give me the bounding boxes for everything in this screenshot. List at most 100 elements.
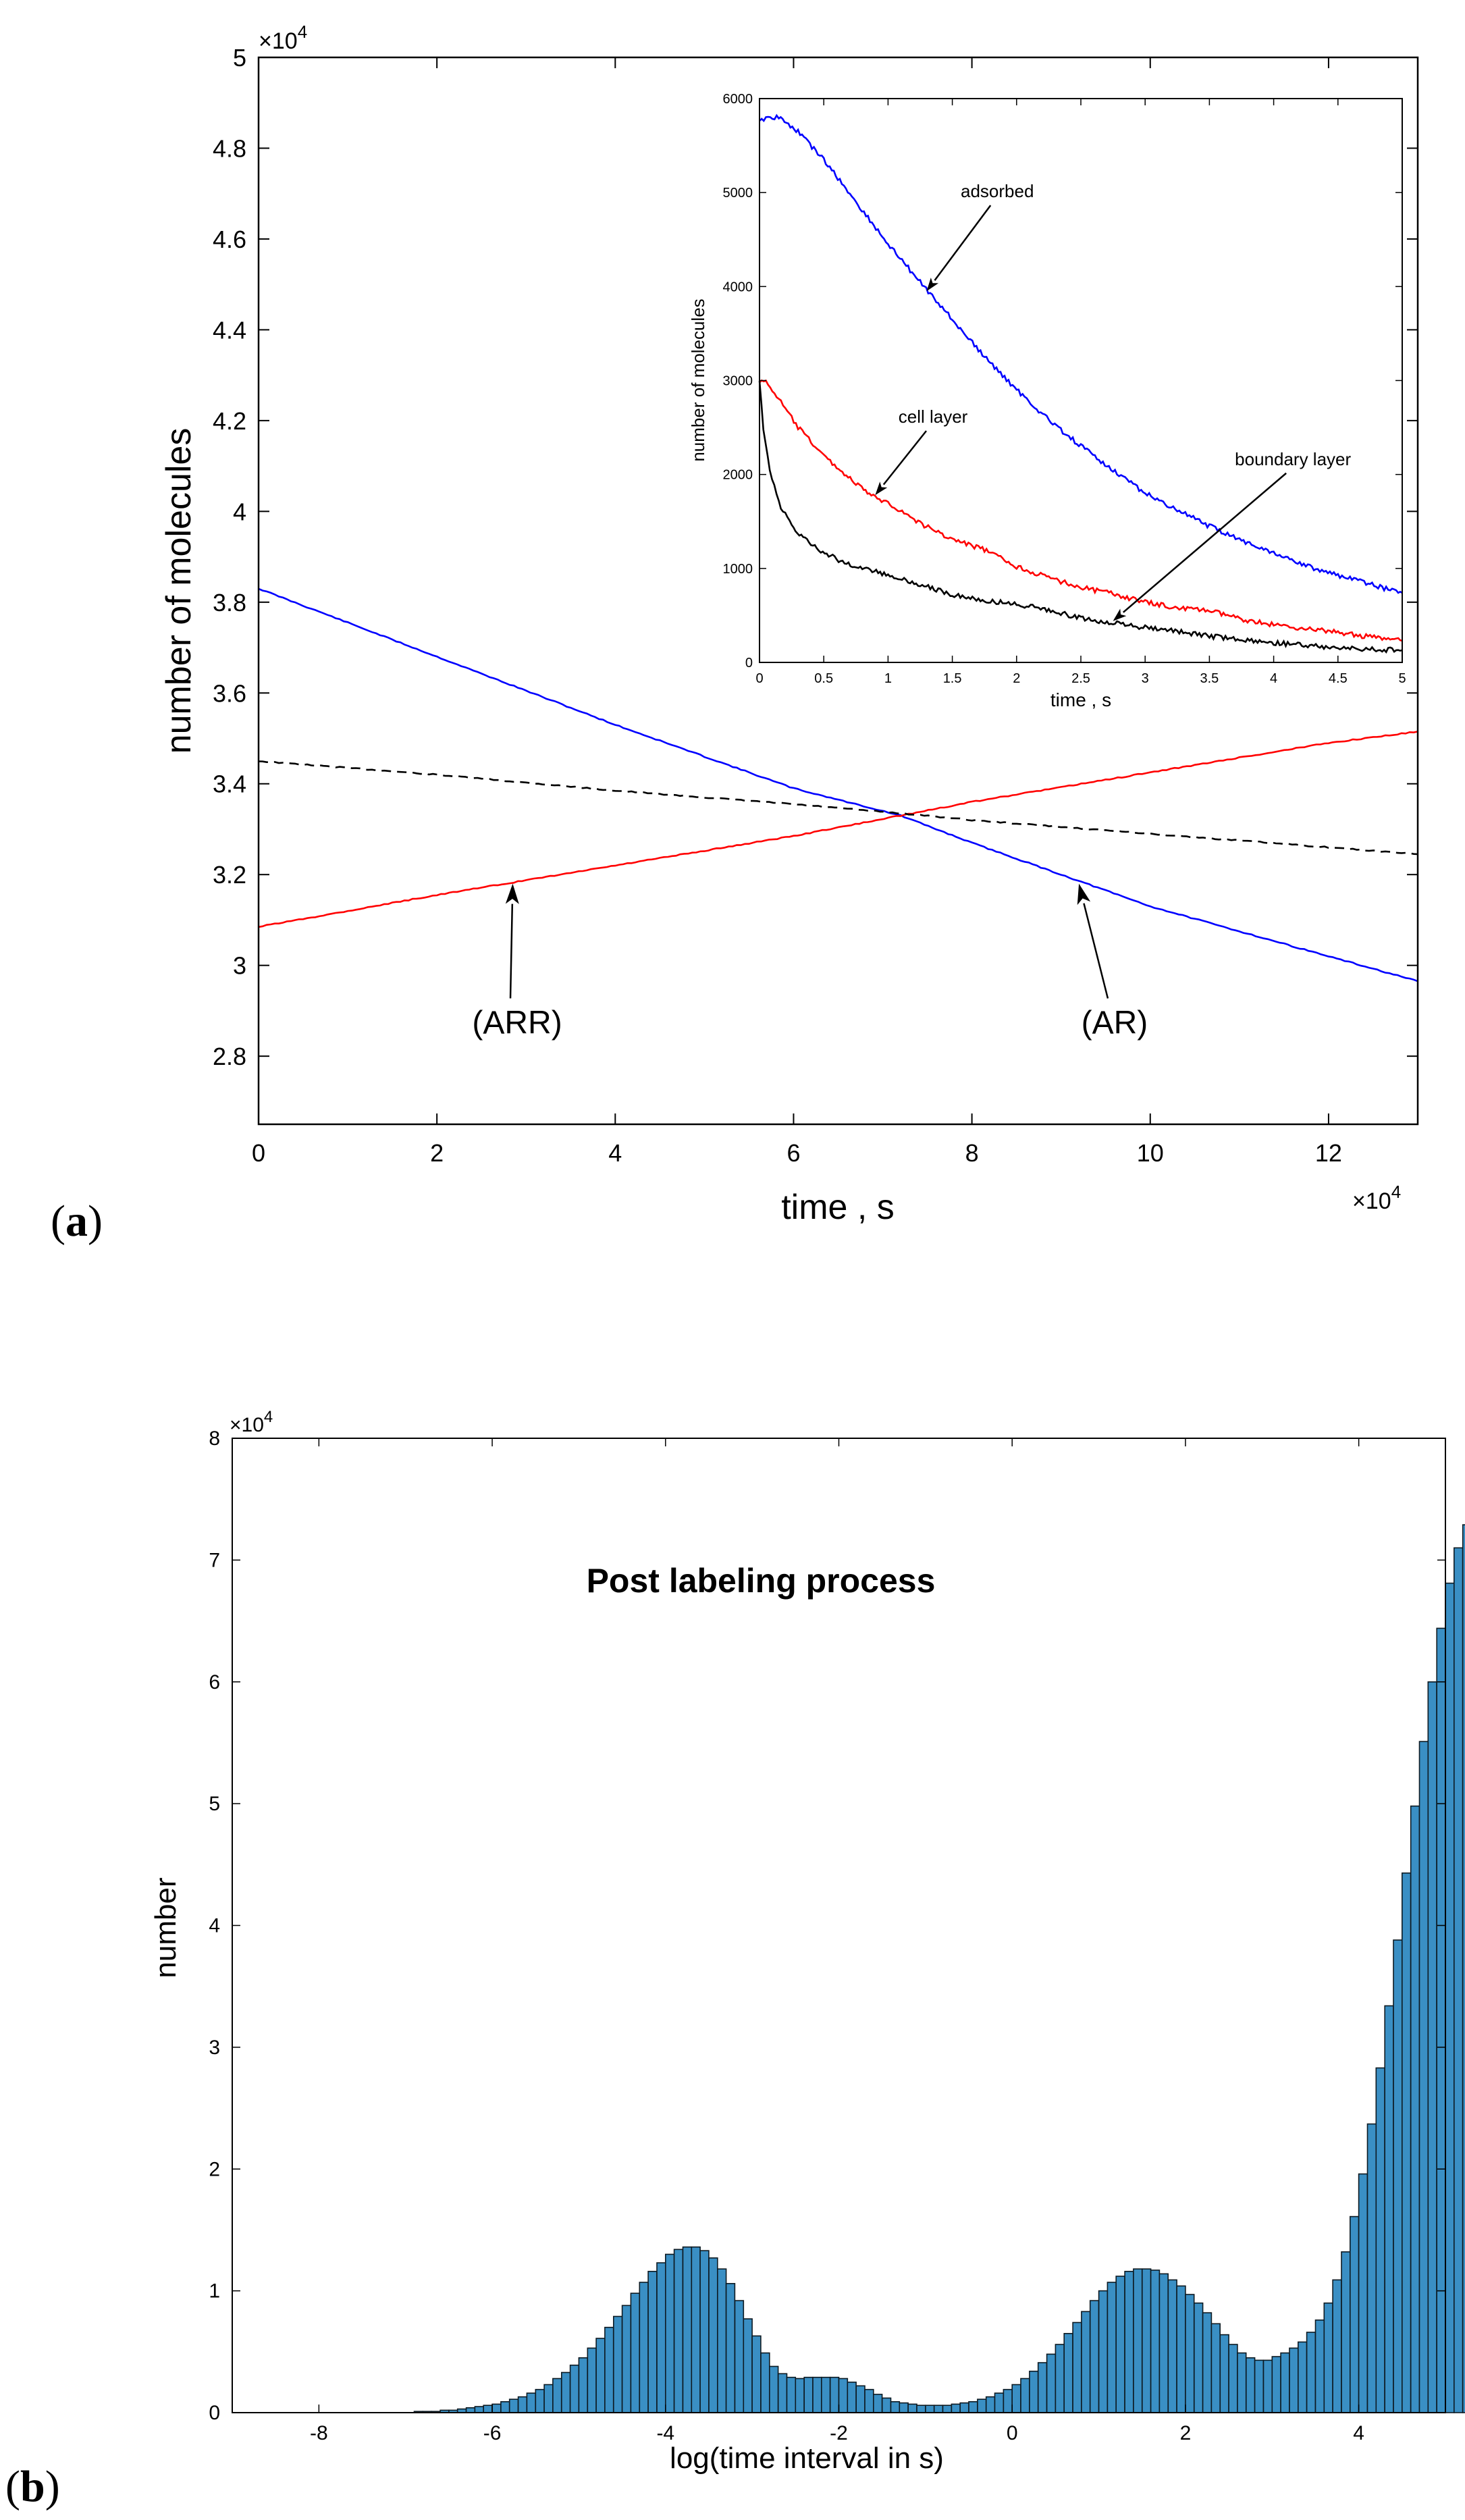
histogram-bar xyxy=(1150,2269,1161,2413)
main-y-tick-label: 4 xyxy=(233,498,246,525)
histogram-bar xyxy=(1142,2268,1152,2413)
histogram-bar xyxy=(951,2403,961,2413)
histogram-bar xyxy=(1037,2362,1048,2413)
inset-background xyxy=(729,94,1394,678)
histogram-bar xyxy=(1393,1939,1403,2413)
main-series-arr xyxy=(258,731,1418,928)
histogram-x-tick-label: -2 xyxy=(830,2422,848,2444)
inset-x-tick-label: 1.5 xyxy=(943,671,962,686)
histogram-bar xyxy=(691,2246,701,2413)
main-annotation-arr: (ARR) xyxy=(472,1005,562,1041)
histogram-bar xyxy=(569,2364,580,2413)
histogram-bar xyxy=(552,2378,562,2413)
histogram-bar xyxy=(630,2292,641,2413)
inset-y-tick-label: 1000 xyxy=(723,562,753,577)
histogram-bar xyxy=(1358,2173,1368,2413)
histogram-bar xyxy=(1341,2251,1351,2413)
histogram-chart: -8 -6 -4 -2 0 2 4 0 1 2 3 4 5 6 7 8 Post labeling proce… xyxy=(149,1408,1465,2475)
histogram-bar xyxy=(621,2305,632,2413)
histogram-bar xyxy=(743,2318,753,2413)
histogram-bar xyxy=(560,2371,571,2413)
histogram-bar xyxy=(1254,2359,1264,2413)
main-annotation-ar-arrow-shaft xyxy=(1083,903,1109,999)
main-y-tick-label: 3.8 xyxy=(213,589,246,616)
histogram-bar xyxy=(734,2300,745,2413)
histogram-bar xyxy=(1246,2357,1256,2413)
histogram-bar xyxy=(612,2315,623,2413)
histogram-y-tick-label: 6 xyxy=(209,1671,220,1694)
histogram-bar xyxy=(1262,2359,1273,2413)
histogram-bar xyxy=(1055,2344,1065,2413)
inset-annotation-adsorbed-arrow-head xyxy=(926,278,939,292)
inset-series-boundary-layer xyxy=(758,381,1403,654)
histogram-bar xyxy=(1462,1524,1465,2413)
main-y-tick-label: 3.2 xyxy=(213,861,246,889)
panel-label-a-letter: a xyxy=(65,1197,88,1246)
histogram-bar xyxy=(1194,2302,1204,2413)
histogram-x-tick-label: 0 xyxy=(1007,2422,1018,2444)
inset-y-tick-label: 4000 xyxy=(723,280,753,294)
histogram-bar xyxy=(1306,2332,1316,2413)
main-y-tick-label: 4.2 xyxy=(213,407,246,435)
inset-y-tick-label: 5000 xyxy=(723,186,753,201)
inset-x-tick-label: 3.5 xyxy=(1200,671,1219,686)
histogram-bar xyxy=(890,2401,901,2413)
svg-text:×104: ×104 xyxy=(1352,1182,1401,1214)
main-annotations: (ARR) (AR) xyxy=(472,883,1148,1041)
histogram-bar xyxy=(751,2335,762,2413)
inset-annotation-adsorbed: adsorbed xyxy=(961,181,1034,201)
inset-x-tick-label: 4.5 xyxy=(1329,671,1348,686)
histogram-bar xyxy=(508,2398,519,2413)
histogram-bar xyxy=(1410,1805,1420,2413)
histogram-bar xyxy=(1436,1627,1446,2413)
histogram-bar xyxy=(1124,2271,1134,2413)
histogram-bar xyxy=(708,2257,718,2413)
histogram-bar xyxy=(1072,2321,1082,2413)
histogram-bar xyxy=(855,2385,865,2413)
histogram-bars xyxy=(413,1524,1465,2413)
histogram-bar xyxy=(1003,2388,1013,2413)
main-plot-lines xyxy=(258,587,1418,982)
histogram-bar xyxy=(1098,2290,1109,2413)
histogram-bar xyxy=(795,2378,805,2413)
histogram-bar xyxy=(491,2403,502,2413)
main-annotation-ar-arrow-head xyxy=(1077,883,1091,905)
inset-x-tick-label: 1 xyxy=(884,671,892,686)
histogram-bar xyxy=(1350,2215,1360,2413)
histogram-bar xyxy=(682,2246,693,2413)
histogram-y-tick-label: 0 xyxy=(209,2402,220,2424)
histogram-y-tick-label: 2 xyxy=(209,2158,220,2180)
histogram-x-tick-label: -4 xyxy=(656,2422,674,2444)
histogram-bar xyxy=(942,2405,953,2413)
main-axis-ticks: 0 2 4 6 8 10 122.833.23.43.63.844.24.44.64.85 xyxy=(213,44,1418,1167)
inset-x-tick-label: 2 xyxy=(1013,671,1020,686)
histogram-bar xyxy=(578,2357,589,2413)
histogram-bar xyxy=(717,2268,727,2413)
main-x-tick-label: 0 xyxy=(252,1139,265,1167)
histogram-bar xyxy=(587,2347,597,2413)
histogram-axis-ticks: -8 -6 -4 -2 0 2 4 0 1 2 3 4 5 6 7 8 xyxy=(209,1427,1445,2444)
histogram-bar xyxy=(500,2401,510,2413)
histogram-bar xyxy=(1011,2384,1021,2413)
inset-axis-ticks: 0 0.5 1 1.5 2 2.5 3 3.5 4 4.5 5 0 1000 2000 3000 4000 50… xyxy=(723,92,1406,686)
histogram-bar xyxy=(777,2373,788,2413)
histogram-bar xyxy=(864,2388,874,2413)
panel-label-b-letter: b xyxy=(20,2462,45,2511)
histogram-bar xyxy=(812,2376,822,2413)
main-x-axis-label: time , s xyxy=(781,1188,895,1227)
histogram-y-tick-label: 5 xyxy=(209,1793,220,1815)
inset-x-tick-label: 4 xyxy=(1270,671,1277,686)
histogram-bar xyxy=(1228,2344,1238,2413)
main-y-tick-label: 3.6 xyxy=(213,679,246,707)
histogram-y-tick-label: 8 xyxy=(209,1427,220,1450)
histogram-bar xyxy=(899,2402,909,2413)
inset-annotation-boundary-layer: boundary layer xyxy=(1235,449,1351,469)
histogram-bar xyxy=(639,2282,649,2413)
histogram-bar xyxy=(1454,1547,1464,2413)
histogram-bar xyxy=(1210,2323,1221,2413)
histogram-bar xyxy=(1314,2319,1325,2413)
histogram-bar xyxy=(595,2338,606,2413)
histogram-x-tick-label: 4 xyxy=(1353,2422,1364,2444)
svg-text:×104: ×104 xyxy=(230,1408,273,1436)
